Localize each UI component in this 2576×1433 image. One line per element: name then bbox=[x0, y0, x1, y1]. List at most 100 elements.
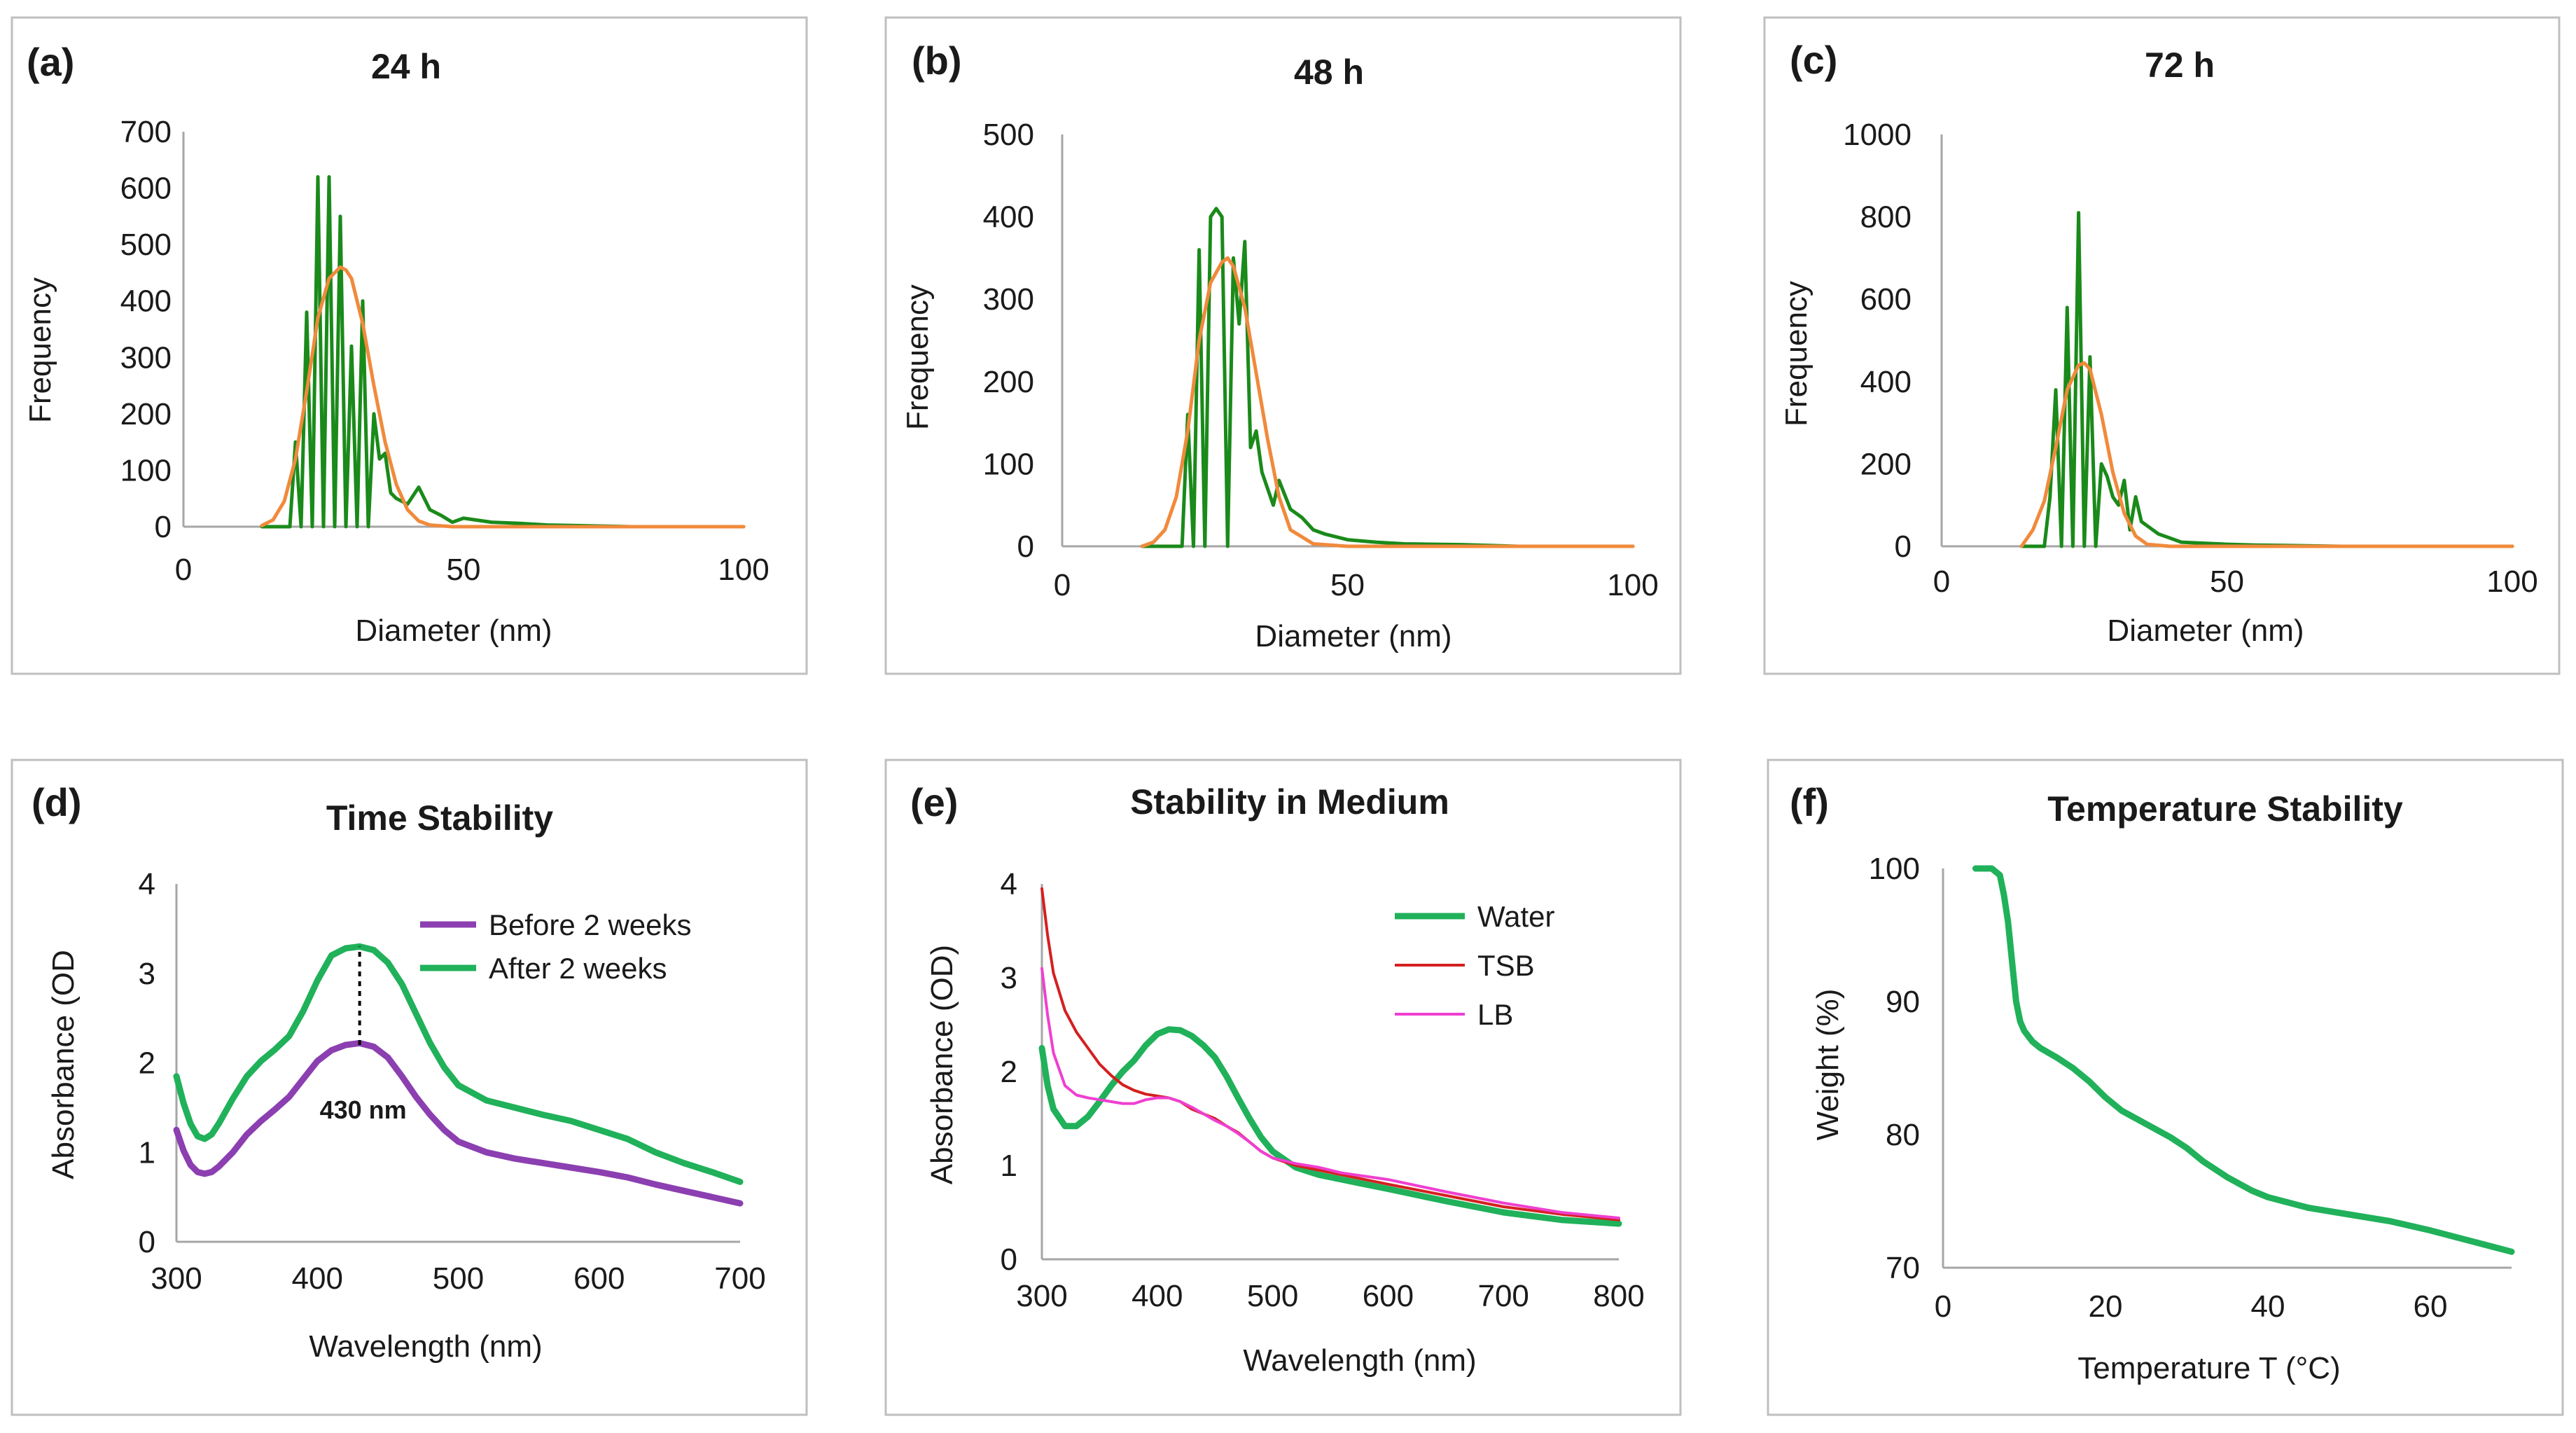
x-axis-label: Temperature T (°C) bbox=[2077, 1351, 2340, 1385]
legend-entry: After 2 weeks bbox=[489, 952, 667, 985]
x-tick-label: 700 bbox=[714, 1261, 765, 1296]
series-line-water bbox=[1038, 1026, 1622, 1227]
series-line-fitted-curve bbox=[2019, 361, 2514, 548]
chart-title: 48 h bbox=[1294, 53, 1364, 92]
y-tick-label: 4 bbox=[139, 867, 155, 901]
x-tick-label: 300 bbox=[1016, 1279, 1067, 1313]
panel-label: (a) bbox=[27, 40, 74, 84]
panel-label: (b) bbox=[912, 39, 962, 83]
x-axis-label: Diameter (nm) bbox=[2107, 614, 2304, 648]
y-tick-label: 400 bbox=[120, 284, 172, 319]
y-tick-label: 100 bbox=[120, 453, 172, 487]
x-tick-label: 50 bbox=[2210, 565, 2244, 599]
y-tick-label: 200 bbox=[1860, 447, 1912, 481]
y-tick-label: 800 bbox=[1860, 200, 1912, 235]
y-tick-label: 200 bbox=[983, 365, 1034, 399]
panel-label: (f) bbox=[1790, 780, 1829, 824]
panel-a: 0 100 200 300 400 500 600 700 0 50 100 Diameter (nm… bbox=[11, 16, 808, 675]
panel-frame bbox=[884, 16, 1682, 675]
x-tick-label: 800 bbox=[1593, 1279, 1644, 1313]
x-tick-label: 0 bbox=[1935, 1289, 1951, 1324]
panel-frame bbox=[11, 16, 808, 675]
x-axis-label: Wavelength (nm) bbox=[309, 1329, 542, 1364]
y-tick-label: 500 bbox=[983, 118, 1034, 152]
series-line-before-2-weeks bbox=[173, 1039, 744, 1207]
y-tick-label: 1000 bbox=[1843, 118, 1912, 152]
y-axis-label: Weight (%) bbox=[1811, 989, 1845, 1141]
x-axis-label: Diameter (nm) bbox=[1255, 619, 1451, 653]
y-axis-label: Absorbance (OD) bbox=[925, 945, 959, 1184]
panel-label: (e) bbox=[910, 780, 958, 824]
x-axis-label: Wavelength (nm) bbox=[1243, 1343, 1476, 1378]
y-tick-label: 0 bbox=[155, 510, 172, 544]
panel-f: 70 80 90 100 0 20 40 60 Temperature T (°C) Weight… bbox=[1767, 759, 2564, 1416]
series-line-after-2-weeks bbox=[173, 943, 744, 1185]
x-axis-label: Diameter (nm) bbox=[355, 614, 552, 648]
legend-entry: TSB bbox=[1477, 949, 1535, 982]
panel-frame bbox=[884, 759, 1682, 1416]
legend-entry: Water bbox=[1477, 900, 1554, 933]
panel-d: 0 1 2 3 4 300 400 500 600 700 Wavelength (nm) Absor… bbox=[11, 759, 808, 1416]
y-tick-label: 500 bbox=[120, 228, 172, 262]
y-tick-label: 100 bbox=[983, 447, 1034, 481]
y-tick-label: 0 bbox=[139, 1225, 155, 1259]
x-tick-label: 60 bbox=[2414, 1289, 2448, 1324]
series-line-fitted-curve bbox=[260, 265, 746, 529]
legend-entry: LB bbox=[1477, 998, 1513, 1031]
x-tick-label: 0 bbox=[1054, 568, 1071, 602]
y-tick-label: 2 bbox=[139, 1046, 155, 1081]
y-tick-label: 2 bbox=[1001, 1055, 1017, 1089]
x-tick-label: 400 bbox=[292, 1261, 343, 1296]
x-tick-label: 100 bbox=[1607, 568, 1658, 602]
y-tick-label: 1 bbox=[139, 1135, 155, 1170]
panel-label: (d) bbox=[32, 780, 82, 824]
y-axis-label: Frequency bbox=[900, 284, 935, 430]
y-axis-label: Absorbance (OD bbox=[46, 950, 81, 1179]
panel-frame bbox=[1767, 759, 2564, 1416]
x-tick-label: 700 bbox=[1477, 1279, 1529, 1313]
x-tick-label: 600 bbox=[573, 1261, 625, 1296]
y-tick-label: 80 bbox=[1886, 1118, 1920, 1152]
x-tick-label: 600 bbox=[1363, 1279, 1414, 1313]
y-axis-label: Frequency bbox=[23, 277, 57, 423]
y-tick-label: 200 bbox=[120, 397, 172, 431]
x-tick-label: 300 bbox=[151, 1261, 202, 1296]
y-tick-label: 70 bbox=[1886, 1251, 1920, 1285]
series-line-weight bbox=[1972, 865, 2515, 1255]
y-tick-label: 400 bbox=[983, 200, 1034, 235]
x-tick-label: 500 bbox=[433, 1261, 484, 1296]
x-tick-label: 100 bbox=[718, 553, 769, 587]
y-tick-label: 4 bbox=[1001, 867, 1017, 901]
y-tick-label: 400 bbox=[1860, 365, 1912, 399]
series-line-lb bbox=[1040, 967, 1620, 1219]
y-tick-label: 100 bbox=[1869, 852, 1920, 886]
chart-title: 24 h bbox=[371, 47, 441, 86]
x-tick-label: 20 bbox=[2089, 1289, 2123, 1324]
y-tick-label: 3 bbox=[139, 957, 155, 991]
x-tick-label: 0 bbox=[1933, 565, 1950, 599]
y-tick-label: 600 bbox=[1860, 282, 1912, 317]
chart-title: Temperature Stability bbox=[2047, 789, 2403, 829]
chart-title: Stability in Medium bbox=[1130, 782, 1449, 822]
x-tick-label: 40 bbox=[2251, 1289, 2285, 1324]
y-tick-label: 1 bbox=[1001, 1149, 1017, 1183]
y-tick-label: 300 bbox=[983, 282, 1034, 317]
x-tick-label: 0 bbox=[175, 553, 192, 587]
y-tick-label: 700 bbox=[120, 115, 172, 149]
annotation-label: 430 nm bbox=[320, 1095, 407, 1124]
panel-label: (c) bbox=[1790, 38, 1837, 82]
x-tick-label: 100 bbox=[2486, 565, 2537, 599]
panel-b: 0 100 200 300 400 500 0 50 100 Diameter (nm) Frequ… bbox=[884, 16, 1682, 675]
panel-e: 0 1 2 3 4 300 400 500 600 700 800 Wavelength (nm) Ab… bbox=[884, 759, 1682, 1416]
x-tick-label: 50 bbox=[447, 553, 481, 587]
x-tick-label: 50 bbox=[1330, 568, 1365, 602]
x-tick-label: 400 bbox=[1132, 1279, 1183, 1313]
chart-title: Time Stability bbox=[326, 798, 553, 838]
y-axis-label: Frequency bbox=[1779, 281, 1813, 427]
y-tick-label: 0 bbox=[1001, 1242, 1017, 1277]
legend-entry: Before 2 weeks bbox=[489, 908, 692, 941]
y-tick-label: 600 bbox=[120, 172, 172, 206]
x-tick-label: 500 bbox=[1247, 1279, 1298, 1313]
series-line-fitted-curve bbox=[1140, 256, 1635, 548]
